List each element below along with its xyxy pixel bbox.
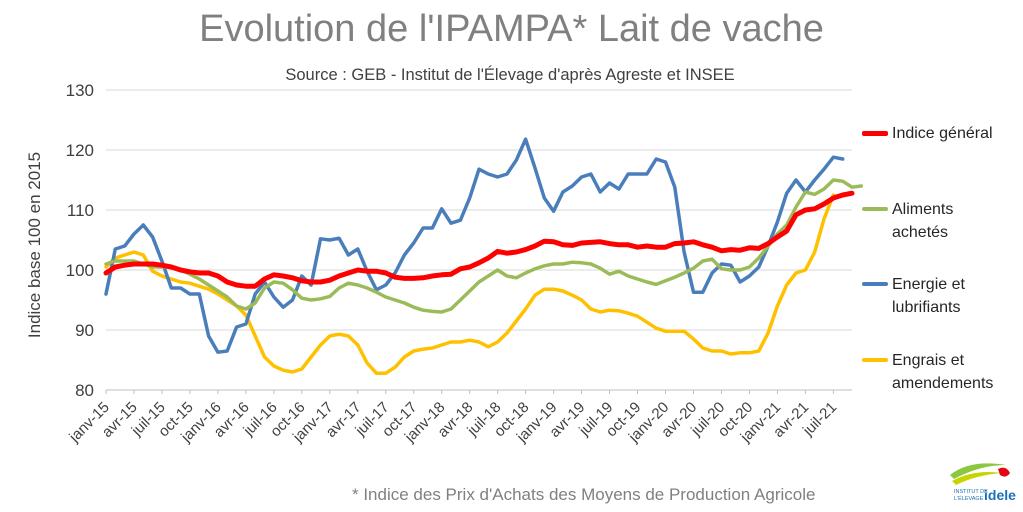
chart-title: Evolution de l'IPAMPA* Lait de vache (199, 8, 824, 50)
legend-label: Engrais et amendements (892, 352, 994, 392)
footnote: * Indice des Prix d'Achats des Moyens de… (352, 485, 816, 504)
legend-swatch-indice-general (862, 131, 888, 136)
legend-swatch-engrais (862, 358, 888, 362)
svg-text:L'ÉLEVAGE: L'ÉLEVAGE (954, 495, 984, 502)
svg-text:INSTITUT DE: INSTITUT DE (954, 489, 988, 495)
y-tick-label: 110 (67, 201, 94, 220)
y-tick-label: 90 (75, 321, 94, 340)
legend-label: Energie et lubrifiants (892, 276, 965, 316)
y-tick-label: 80 (75, 381, 94, 400)
chart-subtitle: Source : GEB - Institut de l'Élevage d'a… (285, 66, 735, 84)
series-line-3 (104, 193, 836, 375)
series-line-0 (103, 190, 855, 289)
series-line-1 (104, 178, 864, 314)
legend-label: Indice général (892, 125, 993, 142)
idele-logo: INSTITUT DE L'ÉLEVAGE idele (950, 463, 1016, 503)
legend-swatch-energie (862, 282, 888, 286)
legend-swatch-aliments (862, 207, 888, 211)
y-tick-label: 130 (66, 81, 94, 100)
series-line-2 (104, 137, 845, 354)
y-tick-label: 120 (66, 141, 94, 160)
y-axis-label: Indice base 100 en 2015 (25, 152, 44, 338)
legend-label: Aliments achetés (892, 201, 954, 241)
y-tick-label: 100 (66, 261, 94, 280)
svg-text:idele: idele (984, 487, 1016, 503)
